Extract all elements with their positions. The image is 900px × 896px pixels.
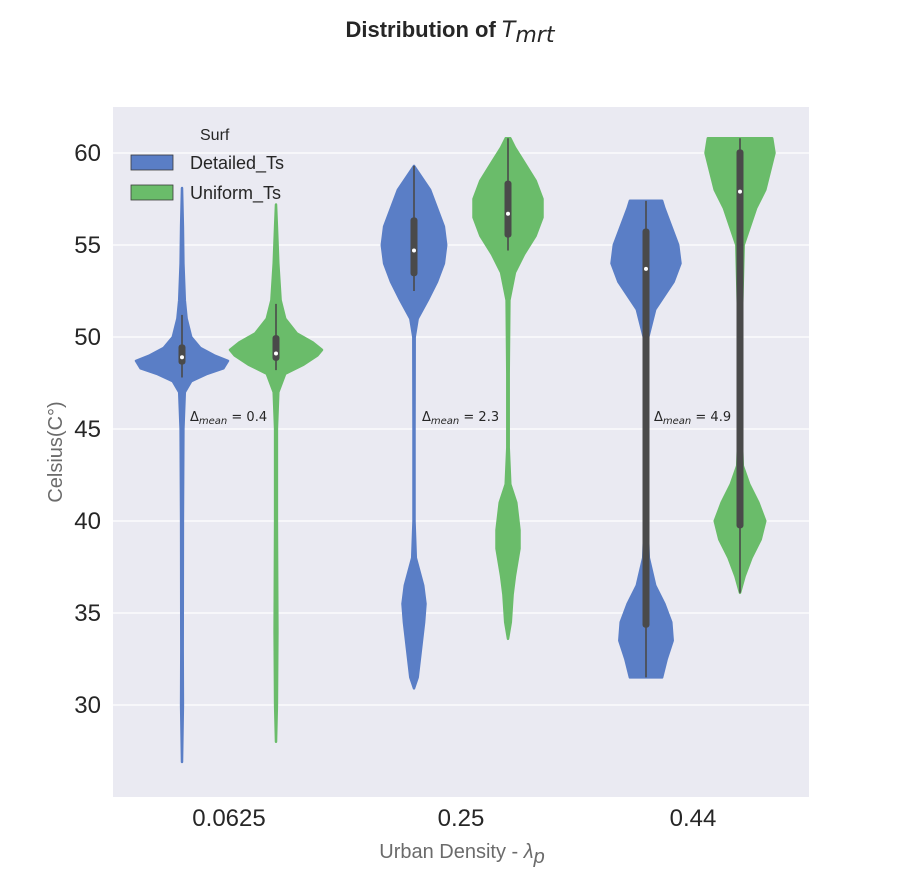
violin-median bbox=[644, 266, 648, 271]
legend-title: Surf bbox=[200, 127, 230, 144]
legend-swatch-detailed bbox=[130, 154, 174, 171]
y-tick-label: 45 bbox=[74, 416, 101, 443]
y-tick-label: 35 bbox=[74, 600, 101, 627]
y-axis-label: Celsius(C°) bbox=[45, 401, 67, 502]
legend-label-detailed: Detailed_Ts bbox=[190, 153, 284, 174]
violin-iqr-box bbox=[736, 149, 744, 529]
axis-ticks: 30 35 40 45 50 55 60 0.0625 0.25 0.44 bbox=[74, 140, 716, 832]
legend: Surf Detailed_Ts Uniform_Ts bbox=[130, 127, 284, 204]
x-tick-label: 0.0625 bbox=[192, 805, 265, 832]
y-tick-label: 30 bbox=[74, 692, 101, 719]
violin-median bbox=[180, 355, 184, 360]
violin-median bbox=[738, 189, 742, 194]
violin-iqr-box bbox=[178, 344, 186, 365]
y-tick-label: 55 bbox=[74, 232, 101, 259]
violin-iqr-box bbox=[272, 335, 280, 361]
grid-lines bbox=[113, 152, 809, 706]
plot-area bbox=[113, 107, 809, 797]
violin-body bbox=[228, 203, 324, 744]
legend-swatch-uniform bbox=[130, 184, 174, 201]
y-tick-label: 50 bbox=[74, 324, 101, 351]
violin-body bbox=[134, 186, 230, 764]
violin-iqr-box bbox=[504, 180, 512, 238]
x-tick-label: 0.44 bbox=[670, 805, 717, 832]
y-tick-label: 40 bbox=[74, 508, 101, 535]
violin-iqr-box bbox=[642, 228, 650, 628]
delta-mean-annotation: Δmean = 2.3 bbox=[422, 410, 499, 427]
violin-median bbox=[506, 211, 510, 216]
y-tick-label: 60 bbox=[74, 140, 101, 167]
delta-mean-annotation: Δmean = 0.4 bbox=[190, 410, 267, 427]
delta-mean-annotation: Δmean = 4.9 bbox=[654, 410, 731, 427]
chart-title: Distribution of Tmrt bbox=[346, 17, 556, 48]
violin-iqr-box bbox=[410, 217, 418, 277]
legend-label-uniform: Uniform_Ts bbox=[190, 183, 281, 204]
violin-median bbox=[274, 351, 278, 356]
x-axis-label: Urban Density - λp bbox=[379, 841, 544, 868]
x-tick-label: 0.25 bbox=[438, 805, 485, 832]
annotations: Δmean = 0.4 Δmean = 2.3 Δmean = 4.9 bbox=[190, 410, 731, 427]
violin-median bbox=[412, 248, 416, 253]
violins bbox=[134, 137, 776, 764]
